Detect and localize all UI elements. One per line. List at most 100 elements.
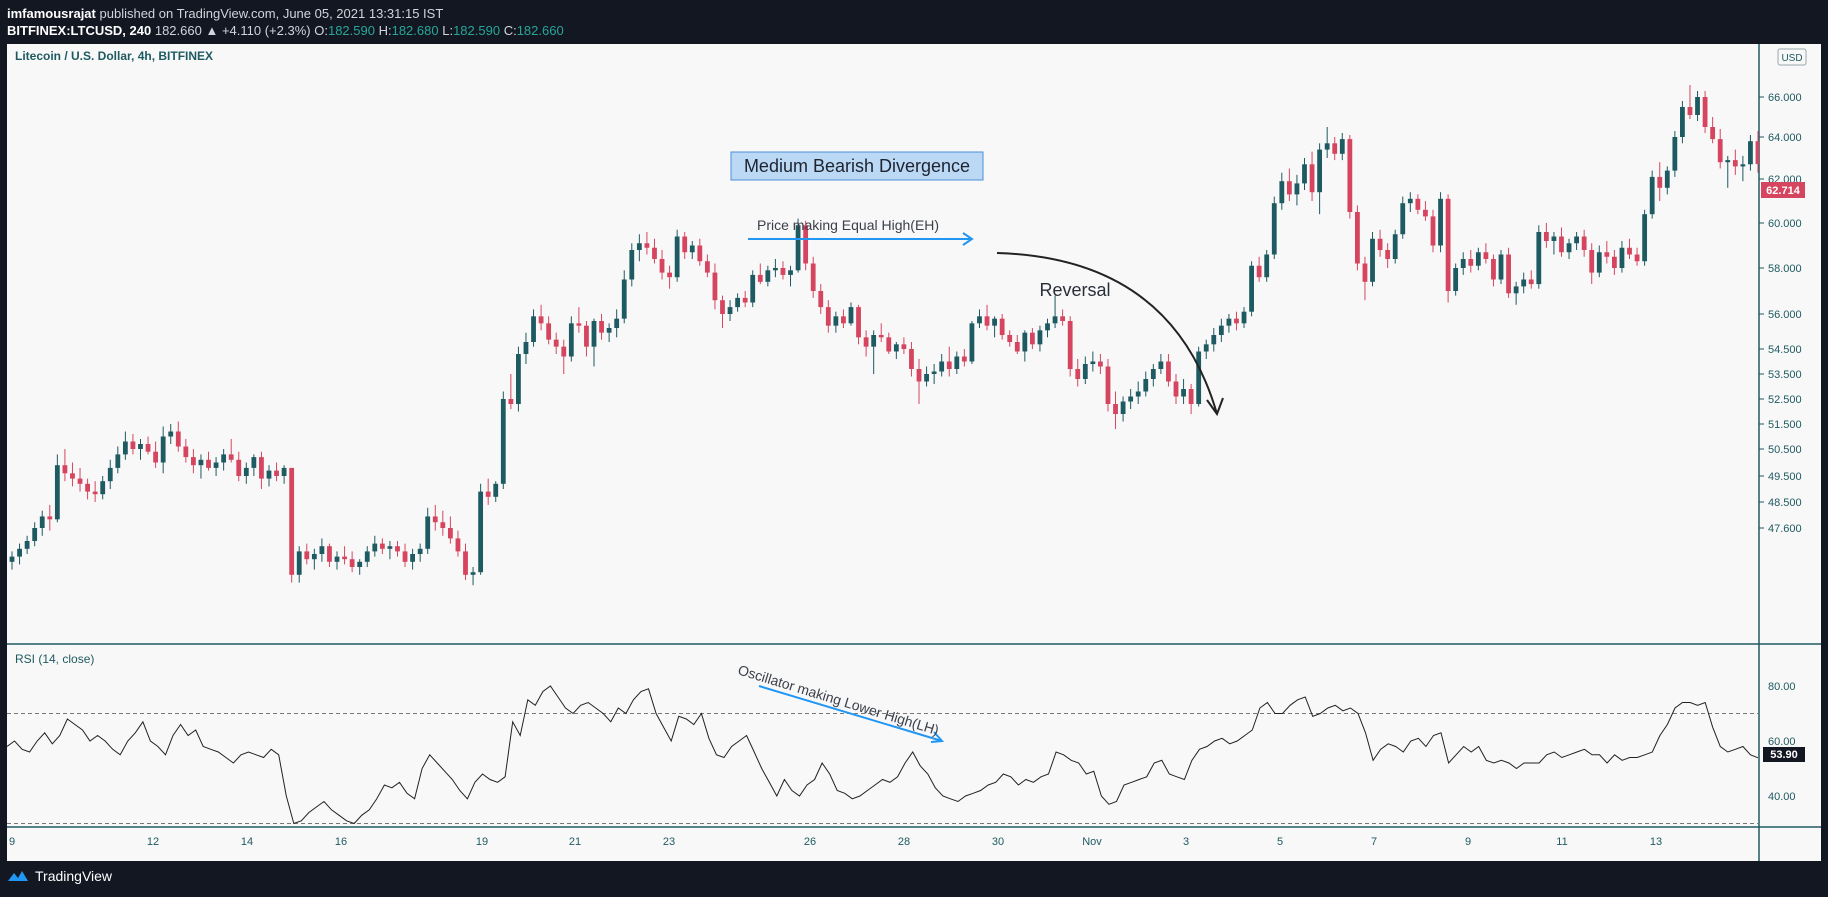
candle-body [432, 516, 438, 523]
candle [1695, 91, 1700, 121]
candle [576, 307, 582, 333]
candle-body [538, 316, 544, 324]
candle [757, 263, 763, 285]
price-tick-label: 58.000 [1768, 263, 1802, 275]
candle [909, 342, 914, 377]
candle [1188, 384, 1194, 414]
candle-body [1173, 381, 1179, 397]
candle [1717, 129, 1723, 169]
candle-body [720, 300, 725, 314]
candle-body [742, 297, 748, 303]
tradingview-logo[interactable]: TradingView [7, 868, 112, 884]
candle-body [576, 323, 582, 326]
candle [621, 270, 627, 324]
candle [100, 476, 106, 500]
price-change: ▲ +4.110 (+2.3%) [205, 23, 311, 38]
candle [115, 446, 121, 474]
candle-body [281, 467, 287, 476]
candle [266, 465, 272, 487]
publisher-name[interactable]: imfamousrajat [7, 6, 96, 21]
time-tick-label: 21 [569, 836, 581, 848]
close-label: C: [503, 23, 517, 38]
candle [470, 567, 476, 586]
candle-body [1135, 391, 1141, 397]
candle [357, 559, 363, 575]
candle [1113, 391, 1118, 429]
candle [1022, 330, 1028, 362]
candle [788, 265, 793, 287]
candle [463, 543, 468, 580]
candle-body [841, 316, 846, 324]
price-tick-label: 51.500 [1768, 419, 1802, 431]
candle [697, 238, 703, 266]
candle [1619, 241, 1625, 273]
time-tick-label: 13 [1650, 836, 1662, 848]
candle [145, 436, 151, 455]
candle [1574, 232, 1579, 250]
candle [561, 339, 567, 374]
candle-body [1256, 265, 1262, 278]
price-tick-label: 60.000 [1768, 218, 1802, 230]
candle-body [85, 483, 90, 492]
candle-body [848, 307, 854, 324]
chart-canvas[interactable]: Litecoin / U.S. Dollar, 4h, BITFINEX USD… [7, 44, 1821, 861]
candle-body [1264, 254, 1270, 278]
rsi-ticks: 80.00 60.00 40.00 [1768, 681, 1796, 803]
candle [1347, 135, 1353, 219]
candle [327, 543, 332, 567]
candle [259, 451, 264, 489]
time-tick-label: 12 [147, 836, 159, 848]
candle-body [1385, 250, 1391, 259]
high-label: H: [378, 23, 392, 38]
equal-high-arrowhead [962, 232, 974, 246]
candle-body [1158, 361, 1164, 369]
candle [1355, 205, 1360, 271]
candle-body [168, 431, 174, 437]
candle-body [54, 465, 60, 520]
candle-body [145, 444, 151, 452]
candle-body [523, 342, 529, 354]
candle [1430, 209, 1436, 253]
candle [17, 543, 22, 565]
candle [228, 439, 234, 463]
candle [1158, 354, 1164, 374]
candle [1755, 131, 1759, 173]
candle-body [1120, 401, 1126, 414]
candle [1664, 166, 1670, 195]
candle-body [1098, 361, 1103, 367]
candle [1551, 232, 1557, 255]
price-tick-label: 53.500 [1768, 369, 1802, 381]
candle [939, 354, 945, 377]
candle-body [485, 491, 491, 497]
candle-body [893, 344, 899, 352]
current-price: 182.660 [154, 23, 202, 38]
candle-body [243, 467, 249, 476]
candle [1150, 364, 1156, 387]
candle-body [311, 554, 317, 560]
candle [1498, 250, 1504, 285]
candle-body [1581, 236, 1587, 250]
candle [1642, 209, 1648, 266]
currency-button[interactable] [1777, 48, 1807, 66]
candle-body [856, 307, 861, 338]
candle [160, 426, 166, 474]
candle-body [1150, 369, 1156, 379]
open-value: 182.590 [327, 23, 375, 38]
candle [773, 259, 778, 278]
candle-body [213, 462, 219, 468]
chart-area[interactable]: Litecoin / U.S. Dollar, 4h, BITFINEX USD… [7, 44, 1821, 861]
candle-body [735, 297, 741, 308]
candle [712, 263, 718, 310]
candle [1702, 91, 1708, 133]
candle [1249, 261, 1254, 317]
candle [32, 522, 38, 547]
candle-body [561, 346, 567, 357]
candle [1173, 374, 1179, 404]
candle-body [1634, 254, 1640, 262]
candle-body [107, 467, 113, 482]
candle-body [1014, 342, 1020, 352]
candle-body [274, 470, 279, 476]
candle-body [810, 263, 816, 291]
candle-body [1143, 379, 1149, 392]
candle-body [863, 337, 869, 347]
